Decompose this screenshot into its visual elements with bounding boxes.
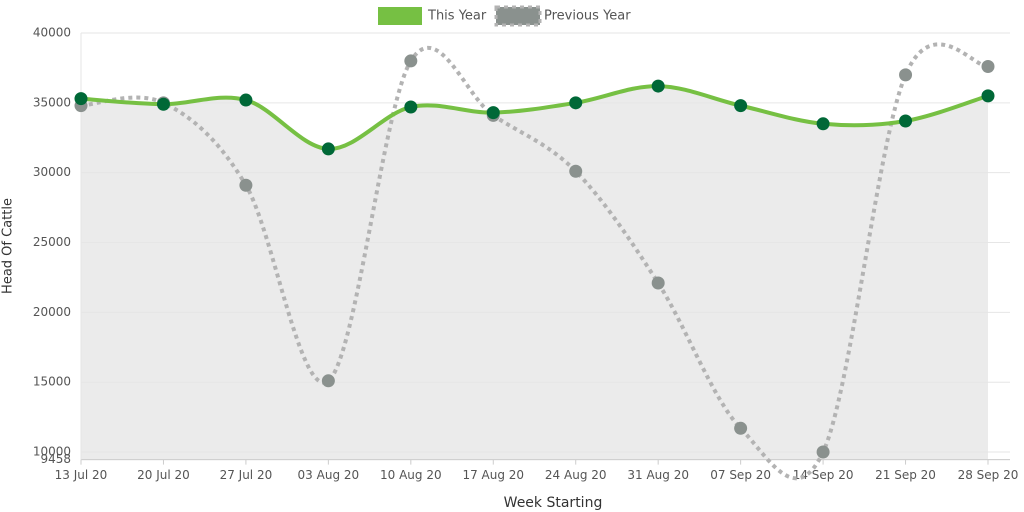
point	[734, 421, 748, 435]
point	[569, 96, 583, 110]
point	[816, 117, 830, 131]
point	[74, 92, 88, 106]
x-tick-label: 27 Jul 20	[220, 468, 273, 482]
y-tick-label: 30000	[33, 165, 71, 179]
point	[486, 106, 500, 120]
point	[899, 114, 913, 128]
point	[239, 178, 253, 192]
point	[156, 97, 170, 111]
point	[899, 68, 913, 82]
point	[404, 54, 418, 68]
y-tick-label: 15000	[33, 375, 71, 389]
x-tick-label: 07 Sep 20	[710, 468, 771, 482]
point	[651, 276, 665, 290]
legend-swatch	[494, 5, 542, 27]
point	[734, 99, 748, 113]
point	[651, 79, 665, 93]
x-tick-label: 20 Jul 20	[137, 468, 190, 482]
point	[981, 89, 995, 103]
y-tick-label: 10000	[33, 445, 71, 459]
point	[816, 445, 830, 459]
point	[321, 374, 335, 388]
x-tick-label: 13 Jul 20	[55, 468, 108, 482]
legend-swatch	[378, 7, 422, 25]
x-tick-label: 31 Aug 20	[627, 468, 689, 482]
point	[404, 100, 418, 114]
y-tick-label: 20000	[33, 305, 71, 319]
y-axis-label: Head Of Cattle	[1, 198, 16, 294]
y-tick-label: 40000	[33, 26, 71, 40]
point	[321, 142, 335, 156]
x-tick-label: 21 Sep 20	[875, 468, 936, 482]
legend-label: Previous Year	[544, 9, 631, 24]
x-tick-label: 17 Aug 20	[462, 468, 524, 482]
point	[569, 164, 583, 178]
x-tick-label: 10 Aug 20	[380, 468, 442, 482]
x-tick-label: 24 Aug 20	[545, 468, 607, 482]
y-tick-label: 35000	[33, 95, 71, 109]
y-tick-label: 9458	[40, 452, 71, 466]
x-tick-label: 28 Sep 20	[958, 468, 1019, 482]
x-tick-label: 03 Aug 20	[298, 468, 360, 482]
y-tick-label: 25000	[33, 235, 71, 249]
point	[981, 60, 995, 74]
legend-label: This Year	[427, 9, 487, 24]
x-tick-label: 14 Sep 20	[793, 468, 854, 482]
x-axis-label: Week Starting	[504, 495, 603, 511]
point	[239, 93, 253, 107]
